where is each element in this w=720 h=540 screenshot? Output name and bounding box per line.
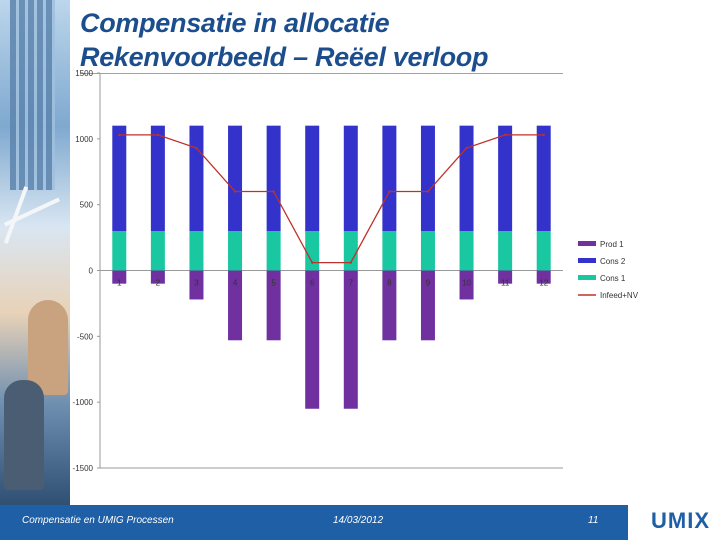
bar-prod-1: [536, 270, 551, 284]
line-infeed-nv: [119, 134, 544, 264]
bar-prod-1: [266, 270, 281, 341]
bar-cons-1: [459, 231, 474, 271]
footer-page-number: 11: [588, 515, 599, 526]
x-tick-label: 2: [156, 279, 161, 288]
bar-cons-1: [420, 231, 435, 271]
bar-prod-1: [382, 270, 397, 341]
logo-container: UMIX: [628, 505, 720, 540]
line-point: [349, 261, 352, 264]
y-tick-label: 500: [80, 201, 94, 210]
x-tick-label: 5: [271, 279, 276, 288]
line-point: [311, 261, 314, 264]
legend-label: Prod 1: [600, 240, 624, 249]
bar-cons-1: [150, 231, 165, 271]
x-tick-label: 1: [117, 279, 122, 288]
bar-cons-2: [420, 125, 435, 231]
bar-cons-2: [112, 125, 127, 231]
legend-swatch: [578, 275, 596, 280]
line-point: [388, 190, 391, 193]
bar-prod-1: [112, 270, 127, 284]
slide-subtitle: Rekenvoorbeeld – Reëel verloop: [80, 42, 489, 72]
footer-date: 14/03/2012: [333, 515, 384, 526]
building-image: [10, 0, 55, 190]
bar-cons-2: [150, 125, 165, 231]
x-tick-label: 3: [194, 279, 199, 288]
line-point: [465, 146, 468, 150]
person-at-desk-image: [4, 380, 44, 490]
bar-prod-1: [420, 270, 435, 341]
bar-cons-1: [382, 231, 397, 271]
bar-cons-2: [305, 125, 320, 231]
slide-title: Compensatie in allocatie: [80, 8, 390, 38]
legend-label: Cons 1: [600, 274, 626, 283]
bar-cons-2: [459, 125, 474, 231]
y-tick-label: 1000: [75, 135, 93, 144]
bar-cons-1: [536, 231, 551, 271]
x-tick-label: 4: [233, 279, 238, 288]
x-tick-label: 12: [539, 279, 548, 288]
line-point: [272, 190, 275, 193]
line-point: [233, 190, 237, 193]
bar-cons-2: [343, 125, 358, 231]
bar-cons-2: [382, 125, 397, 231]
bar-cons-2: [498, 125, 513, 231]
bar-prod-1: [459, 270, 474, 300]
x-tick-label: 10: [462, 279, 471, 288]
bar-prod-1: [150, 270, 165, 284]
y-tick-label: 0: [89, 267, 94, 276]
line-point: [195, 146, 198, 150]
x-tick-label: 8: [387, 279, 392, 288]
bar-cons-2: [536, 125, 551, 231]
x-tick-label: 7: [349, 279, 354, 288]
y-tick-label: 1500: [75, 69, 93, 78]
bar-prod-1: [305, 270, 320, 409]
legend-label: Infeed+NV: [600, 291, 639, 300]
legend-swatch: [578, 258, 596, 263]
x-tick-label: 6: [310, 279, 315, 288]
x-tick-label: 9: [426, 279, 431, 288]
title-divider: [80, 73, 563, 74]
umix-logo: UMIX: [651, 508, 710, 533]
person-image: [28, 300, 68, 395]
y-tick-label: -1500: [73, 464, 94, 473]
bar-prod-1: [189, 270, 204, 300]
bar-prod-1: [228, 270, 243, 341]
sidebar-photo-collage: [0, 0, 70, 505]
bar-cons-1: [112, 231, 127, 271]
footer-left-text: Compensatie en UMIG Processen: [22, 515, 174, 526]
y-tick-label: -500: [77, 332, 94, 341]
bar-cons-2: [266, 125, 281, 231]
line-point: [118, 133, 121, 137]
bar-prod-1: [498, 270, 513, 284]
bar-cons-1: [343, 231, 358, 271]
bar-cons-2: [228, 125, 243, 231]
bar-cons-1: [305, 231, 320, 271]
bar-cons-1: [498, 231, 513, 271]
line-point: [156, 133, 160, 137]
line-point: [426, 190, 430, 193]
bar-cons-1: [228, 231, 243, 271]
x-tick-label: 11: [501, 279, 510, 288]
bar-cons-1: [189, 231, 204, 271]
legend-label: Cons 2: [600, 257, 626, 266]
bar-prod-1: [343, 270, 358, 409]
line-point: [503, 133, 507, 137]
y-tick-label: -1000: [73, 398, 94, 407]
footer-bar: Compensatie en UMIG Processen 14/03/2012…: [0, 505, 720, 540]
legend-swatch: [578, 241, 596, 246]
bar-cons-2: [189, 125, 204, 231]
bar-cons-1: [266, 231, 281, 271]
line-point: [542, 133, 545, 137]
